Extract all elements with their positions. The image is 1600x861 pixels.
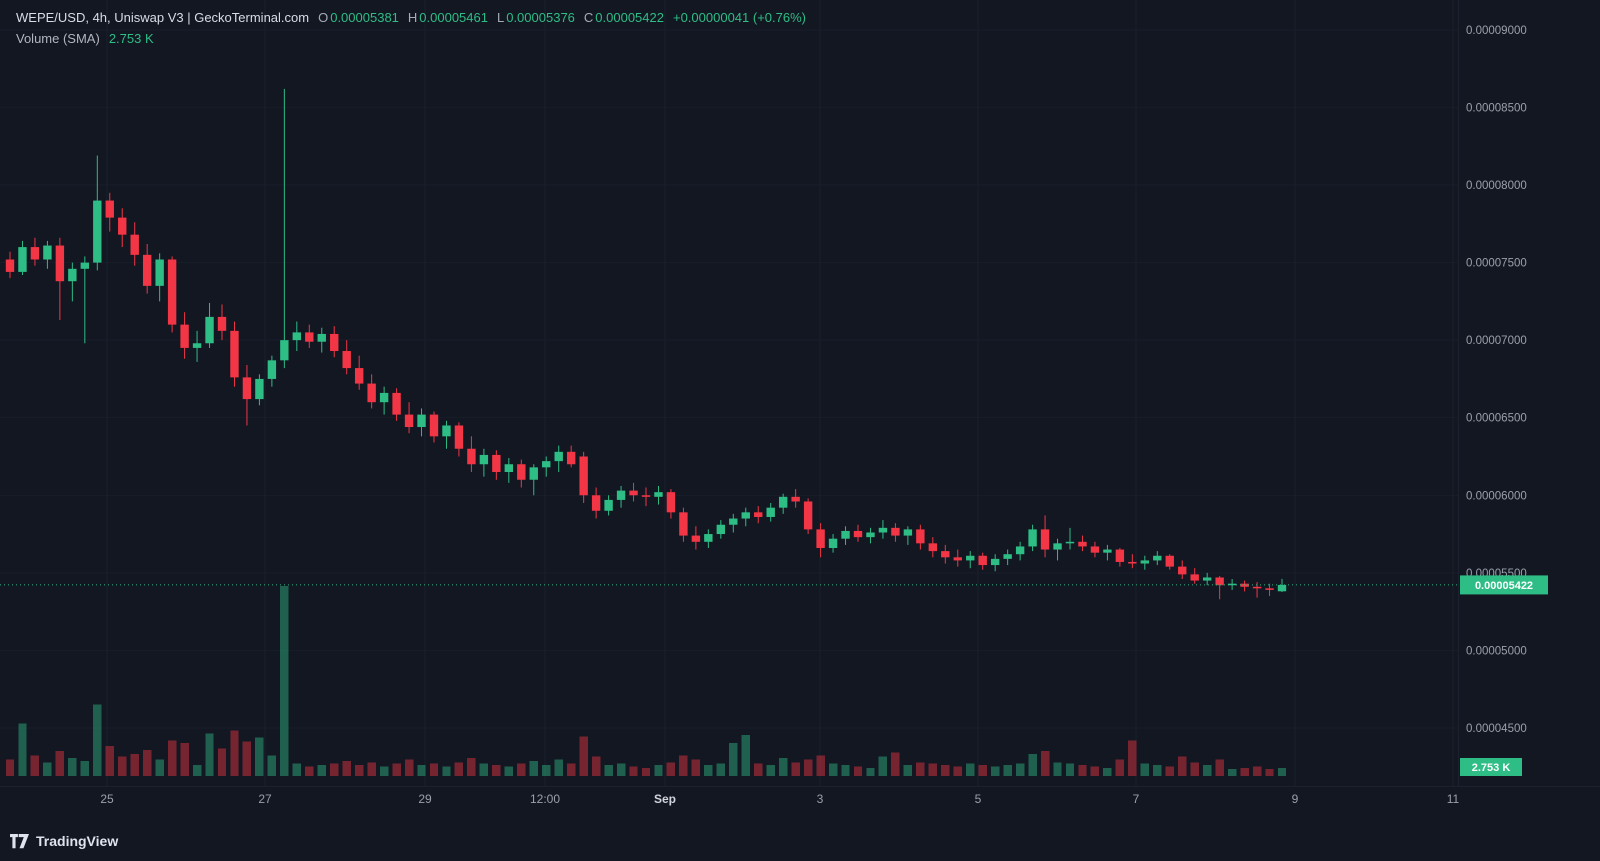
grid-lines bbox=[0, 0, 1600, 787]
volume-bars bbox=[5, 586, 1287, 776]
svg-text:3: 3 bbox=[817, 792, 824, 806]
open-pair: O 0.00005381 bbox=[318, 10, 399, 25]
volume-sma-badge: 2.753 K bbox=[1460, 758, 1522, 776]
svg-text:Sep: Sep bbox=[654, 792, 676, 806]
svg-text:0.00008000: 0.00008000 bbox=[1466, 180, 1527, 192]
high-label: H bbox=[407, 10, 418, 25]
high-value: 0.00005461 bbox=[419, 10, 488, 25]
close-pair: C 0.00005422 bbox=[584, 10, 664, 25]
svg-text:29: 29 bbox=[418, 792, 432, 806]
symbol-title[interactable]: WEPE/USD, 4h, Uniswap V3 | GeckoTerminal… bbox=[16, 10, 310, 25]
volume-row: Volume (SMA) 2.753 K bbox=[16, 31, 806, 52]
svg-text:0.00007000: 0.00007000 bbox=[1466, 335, 1527, 347]
svg-text:0.00008500: 0.00008500 bbox=[1466, 102, 1527, 114]
svg-text:5: 5 bbox=[975, 792, 982, 806]
svg-text:7: 7 bbox=[1133, 792, 1140, 806]
symbol-row: WEPE/USD, 4h, Uniswap V3 | GeckoTerminal… bbox=[16, 10, 806, 31]
svg-text:9: 9 bbox=[1292, 792, 1299, 806]
close-label: C bbox=[583, 10, 594, 25]
open-value: 0.00005381 bbox=[330, 10, 399, 25]
close-value: 0.00005422 bbox=[595, 10, 664, 25]
svg-text:0.00009000: 0.00009000 bbox=[1466, 25, 1527, 37]
change-value: +0.00000041 (+0.76%) bbox=[672, 10, 806, 25]
open-label: O bbox=[318, 10, 329, 25]
svg-text:11: 11 bbox=[1447, 792, 1460, 806]
high-pair: H 0.00005461 bbox=[408, 10, 488, 25]
time-axis[interactable]: 25 27 29 12:00 Sep 3 5 7 9 11 bbox=[100, 792, 1459, 806]
last-price-badge: 0.00005422 bbox=[1460, 575, 1548, 595]
svg-text:0.00005422: 0.00005422 bbox=[1475, 580, 1533, 592]
tradingview-logo bbox=[10, 833, 29, 848]
low-label: L bbox=[496, 10, 505, 25]
svg-text:27: 27 bbox=[258, 792, 272, 806]
svg-text:25: 25 bbox=[100, 792, 114, 806]
svg-text:0.00004500: 0.00004500 bbox=[1466, 723, 1527, 735]
tradingview-attribution[interactable]: TradingView bbox=[10, 833, 118, 849]
svg-text:0.00006000: 0.00006000 bbox=[1466, 490, 1527, 502]
svg-text:0.00006500: 0.00006500 bbox=[1466, 413, 1527, 425]
volume-indicator-label[interactable]: Volume (SMA) bbox=[16, 31, 100, 46]
low-value: 0.00005376 bbox=[506, 10, 575, 25]
svg-text:2.753 K: 2.753 K bbox=[1472, 762, 1511, 774]
low-pair: L 0.00005376 bbox=[497, 10, 575, 25]
svg-text:12:00: 12:00 bbox=[530, 792, 560, 806]
svg-text:0.00005000: 0.00005000 bbox=[1466, 645, 1527, 657]
tradingview-brand-text: TradingView bbox=[36, 833, 119, 849]
chart-legend: WEPE/USD, 4h, Uniswap V3 | GeckoTerminal… bbox=[16, 10, 806, 52]
volume-sma-value: 2.753 K bbox=[108, 31, 154, 46]
candles bbox=[5, 88, 1287, 600]
price-axis[interactable]: 0.00009000 0.00008500 0.00008000 0.00007500… bbox=[1466, 25, 1527, 735]
svg-text:0.00007500: 0.00007500 bbox=[1466, 258, 1527, 270]
